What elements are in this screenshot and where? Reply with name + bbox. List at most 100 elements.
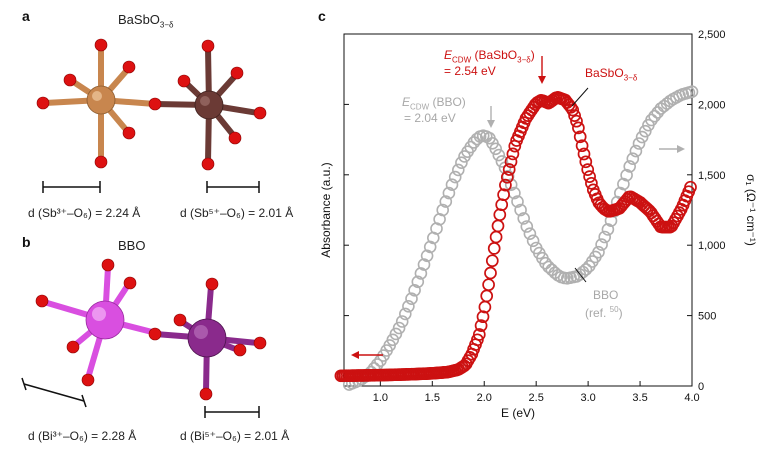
data-point xyxy=(506,147,520,161)
y-right-axis-ticks: 0 500 1,000 1,500 2,000 2,500 xyxy=(687,29,726,393)
y-right-tick-label: 1,500 xyxy=(698,170,726,182)
x-axis-ticks: 1.0 1.5 2.0 2.5 3.0 3.5 4.0 xyxy=(344,33,700,404)
panel-a-distance-right: d (Sb⁵⁺–O₆) = 2.01 Å xyxy=(180,206,294,220)
oxygen-atom xyxy=(177,74,191,88)
grey-ecdw-annotation: ECDW (BBO) xyxy=(402,95,466,111)
oxygen-atom xyxy=(201,157,215,171)
oxygen-atom xyxy=(230,66,244,80)
data-point xyxy=(570,114,583,128)
data-point xyxy=(663,94,677,108)
data-point xyxy=(629,144,643,158)
data-point xyxy=(583,170,596,183)
oxygen-atom xyxy=(173,313,187,327)
data-point xyxy=(526,234,540,248)
grey-ecdw-value: = 2.04 eV xyxy=(404,111,456,125)
data-point xyxy=(423,240,437,254)
data-point xyxy=(485,254,499,268)
grey-series-ref: (ref. 50) xyxy=(585,305,623,320)
data-point xyxy=(480,289,494,303)
data-point xyxy=(685,85,699,98)
y-right-tick-label: 0 xyxy=(698,381,704,393)
data-point xyxy=(645,113,658,127)
data-point xyxy=(575,139,589,153)
data-point xyxy=(402,299,415,313)
oxygen-atom xyxy=(148,97,162,111)
data-point xyxy=(623,160,637,173)
oxygen-atom xyxy=(81,373,95,387)
oxygen-atom xyxy=(122,126,136,140)
data-point xyxy=(392,321,406,335)
scale-bar-b-right xyxy=(204,406,260,418)
red-series-label-sub: 3−δ xyxy=(623,73,638,83)
data-point xyxy=(476,310,490,324)
left-axis-arrow xyxy=(351,351,383,359)
panel-a-title-main: BaSbO xyxy=(118,12,160,27)
data-point xyxy=(411,275,425,289)
data-point xyxy=(414,267,428,280)
grey-series-label: BBO xyxy=(593,288,619,302)
data-point xyxy=(495,198,509,212)
oxygen-atom xyxy=(253,106,267,120)
x-tick-label: 2.0 xyxy=(477,392,492,404)
bi5-atom-highlight xyxy=(194,325,208,339)
data-point xyxy=(548,266,562,280)
data-point xyxy=(638,124,652,138)
data-point xyxy=(523,227,537,240)
x-tick-label: 4.0 xyxy=(684,392,699,404)
data-point xyxy=(564,100,578,114)
panel-b-distance-right: d (Bi⁵⁺–O₆) = 2.01 Å xyxy=(180,429,290,443)
data-point xyxy=(389,327,403,341)
red-series-leader xyxy=(571,87,589,107)
data-point xyxy=(651,106,665,119)
y-left-axis-label: Absorbance (a.u.) xyxy=(319,162,333,257)
data-point xyxy=(635,130,649,144)
data-point xyxy=(504,178,518,191)
data-point xyxy=(436,203,450,217)
sb5-atom-highlight xyxy=(200,96,210,106)
oxygen-atom xyxy=(233,343,247,357)
oxygen-atom xyxy=(94,155,108,169)
data-point xyxy=(579,155,593,169)
grey-ecdw-compound: (BBO) xyxy=(429,95,466,109)
oxygen-atom xyxy=(122,60,136,74)
data-point xyxy=(595,238,608,251)
data-point xyxy=(500,170,514,184)
data-point xyxy=(568,109,581,122)
data-point xyxy=(539,256,552,270)
grey-series-ref-open: (ref. xyxy=(585,306,610,320)
bi3-atom-highlight xyxy=(92,307,106,321)
red-ecdw-sub: CDW xyxy=(452,55,472,65)
x-tick-label: 1.0 xyxy=(373,392,388,404)
scale-bar-a-left xyxy=(42,181,101,193)
scale-bar-b-left xyxy=(21,377,87,408)
panel-b-structure xyxy=(21,258,267,418)
data-point xyxy=(520,220,534,233)
data-point xyxy=(502,163,516,176)
data-point xyxy=(598,230,612,244)
x-tick-label: 3.0 xyxy=(580,392,595,404)
red-ecdw-compound-sub: 3−δ xyxy=(517,55,531,65)
data-point xyxy=(585,176,598,190)
data-point xyxy=(572,121,585,135)
data-point xyxy=(626,152,640,165)
data-point xyxy=(495,155,509,168)
grey-series-leader xyxy=(574,267,587,283)
data-point xyxy=(579,263,593,276)
data-point xyxy=(592,245,605,259)
panel-a-distance-left: d (Sb³⁺–O₆) = 2.24 Å xyxy=(28,206,141,220)
data-point xyxy=(386,333,400,347)
x-tick-label: 3.5 xyxy=(632,392,647,404)
data-point xyxy=(497,188,510,202)
panel-b-label: b xyxy=(22,234,31,250)
data-point xyxy=(445,178,459,191)
y-right-tick-label: 2,000 xyxy=(698,99,726,111)
data-point xyxy=(493,208,507,222)
oxygen-atom xyxy=(148,327,162,341)
oxygen-atom xyxy=(66,340,80,354)
y-right-tick-label: 2,500 xyxy=(698,29,726,41)
oxygen-atom xyxy=(201,39,215,53)
red-series-label: BaSbO3−δ xyxy=(585,66,637,82)
y-right-tick-label: 500 xyxy=(698,311,716,323)
oxygen-atom xyxy=(36,96,50,110)
